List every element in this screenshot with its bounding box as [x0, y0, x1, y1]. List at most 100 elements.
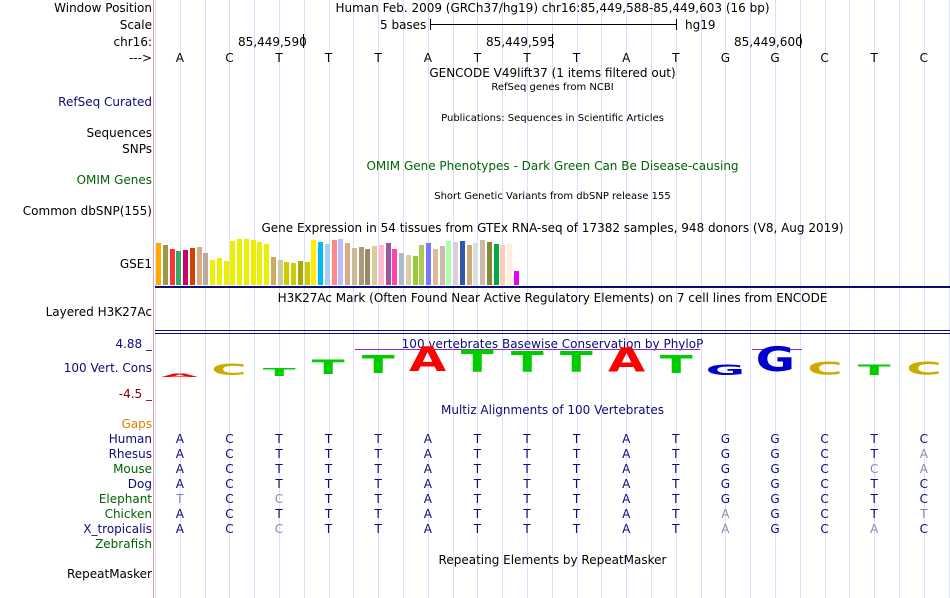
- gtex-tissue-bar[interactable]: [183, 250, 188, 285]
- multiz-base: A: [870, 522, 879, 536]
- gtex-tissue-bar[interactable]: [257, 242, 263, 285]
- gtex-tissue-bar[interactable]: [365, 249, 371, 285]
- omim-genes-label[interactable]: OMIM Genes: [76, 173, 152, 187]
- multiz-base: A: [622, 432, 631, 446]
- gtex-tissue-bar[interactable]: [453, 242, 458, 285]
- strand-arrow-label: --->: [128, 51, 152, 65]
- gtex-tissue-bar[interactable]: [250, 240, 256, 285]
- gtex-tissue-bar[interactable]: [466, 245, 472, 285]
- repeatmasker-label[interactable]: RepeatMasker: [66, 567, 152, 581]
- gtex-tissue-bar[interactable]: [270, 257, 276, 285]
- gtex-tissue-bar[interactable]: [176, 250, 182, 285]
- grid-line: [477, 0, 479, 598]
- gtex-tissue-bar[interactable]: [196, 247, 202, 285]
- gtex-tissue-bar[interactable]: [372, 245, 377, 285]
- gtex-tissue-bar[interactable]: [351, 248, 357, 285]
- multiz-species-label[interactable]: X_tropicalis: [83, 522, 152, 536]
- gtex-tissue-bar[interactable]: [311, 240, 317, 285]
- conservation-letter-glyph: T: [461, 344, 494, 381]
- multiz-base: T: [275, 432, 283, 446]
- multiz-species-label[interactable]: Mouse: [113, 462, 152, 476]
- multiz-species-label[interactable]: Elephant: [98, 492, 152, 506]
- grid-line: [452, 0, 454, 598]
- gtex-tissue-bar[interactable]: [291, 262, 296, 285]
- gtex-tissue-bar[interactable]: [473, 242, 479, 285]
- gtex-tissue-bar[interactable]: [264, 243, 269, 285]
- conservation-highlight-bar: [355, 349, 700, 350]
- gtex-tissue-bar[interactable]: [439, 245, 445, 285]
- gtex-tissue-bar[interactable]: [419, 245, 425, 285]
- gtex-tissue-bar[interactable]: [493, 243, 499, 285]
- gtex-tissue-bar[interactable]: [331, 240, 337, 285]
- multiz-base: C: [225, 507, 234, 521]
- gtex-tissue-bar[interactable]: [203, 252, 209, 285]
- gtex-tissue-bar[interactable]: [210, 259, 215, 285]
- gencode-track-title[interactable]: GENCODE V49lift37 (1 items filtered out): [429, 66, 676, 80]
- gtex-tissue-bar[interactable]: [189, 248, 195, 285]
- multiz-species-label[interactable]: Chicken: [104, 507, 152, 521]
- scale-bar-right-tick: [676, 19, 677, 30]
- sequence-base: T: [374, 51, 382, 65]
- gtex-tissue-bar[interactable]: [156, 242, 161, 285]
- multiz-species-label[interactable]: Dog: [127, 477, 152, 491]
- gtex-tissue-bar[interactable]: [426, 243, 431, 285]
- gtex-tissue-bar[interactable]: [486, 241, 492, 285]
- gtex-tissue-bar[interactable]: [412, 255, 418, 285]
- gtex-tissue-bar[interactable]: [432, 249, 438, 285]
- gtex-tissue-bar[interactable]: [324, 243, 330, 285]
- gtex-tissue-bar[interactable]: [500, 244, 506, 285]
- multiz-base: C: [820, 432, 829, 446]
- refseq-curated-label[interactable]: RefSeq Curated: [58, 95, 152, 109]
- gtex-tissue-bar[interactable]: [507, 243, 512, 285]
- snps-label[interactable]: SNPs: [122, 142, 152, 156]
- gtex-tissue-bar[interactable]: [304, 262, 310, 285]
- gtex-tissue-bar[interactable]: [216, 258, 222, 285]
- multiz-base: C: [919, 522, 928, 536]
- gtex-tissue-bar[interactable]: [297, 261, 303, 285]
- multiz-species-label[interactable]: Human: [108, 432, 152, 446]
- conservation-label[interactable]: 100 Vert. Cons: [63, 361, 152, 375]
- gtex-tissue-bar[interactable]: [446, 241, 452, 285]
- grid-line: [155, 0, 156, 598]
- ruler-tick-2: [552, 34, 553, 48]
- multiz-species-label[interactable]: Zebrafish: [95, 537, 152, 551]
- multiz-base: T: [176, 492, 184, 506]
- gtex-tissue-bar[interactable]: [405, 254, 411, 285]
- multiz-base: A: [175, 432, 184, 446]
- gtex-tissue-bar[interactable]: [385, 242, 391, 285]
- conservation-letter-glyph: T: [560, 346, 593, 380]
- gtex-tissue-bar[interactable]: [459, 240, 465, 285]
- gtex-tissue-bar[interactable]: [378, 244, 384, 285]
- gtex-expression-chart[interactable]: [156, 237, 536, 285]
- multiz-base: T: [523, 522, 531, 536]
- gtex-tissue-bar[interactable]: [338, 239, 344, 285]
- multiz-base: T: [374, 462, 382, 476]
- multiz-base: A: [175, 522, 184, 536]
- common-dbsnp-label[interactable]: Common dbSNP(155): [22, 204, 152, 218]
- gtex-tissue-bar[interactable]: [223, 261, 229, 285]
- gtex-tissue-bar[interactable]: [237, 239, 242, 285]
- gtex-tissue-bar[interactable]: [513, 271, 519, 285]
- gtex-tissue-bar[interactable]: [243, 239, 249, 285]
- gtex-tissue-bar[interactable]: [318, 242, 323, 285]
- gtex-tissue-bar[interactable]: [230, 241, 236, 285]
- gse1-label[interactable]: GSE1: [119, 257, 152, 271]
- sequences-label[interactable]: Sequences: [86, 126, 152, 140]
- gtex-tissue-bar[interactable]: [392, 249, 398, 285]
- gtex-tissue-bar[interactable]: [358, 247, 364, 285]
- gtex-tissue-bar[interactable]: [399, 252, 404, 285]
- gtex-tissue-bar[interactable]: [284, 262, 290, 285]
- multiz-base: C: [919, 492, 928, 506]
- gtex-tissue-bar[interactable]: [169, 249, 175, 285]
- layered-h3k27ac-label[interactable]: Layered H3K27Ac: [45, 305, 152, 319]
- gtex-tissue-bar[interactable]: [345, 242, 350, 285]
- gtex-tissue-bar[interactable]: [480, 240, 485, 285]
- sequence-base: T: [523, 51, 531, 65]
- multiz-base: A: [175, 477, 184, 491]
- sequence-base: T: [473, 51, 482, 65]
- gtex-tissue-bar[interactable]: [162, 244, 168, 285]
- gtex-tissue-bar[interactable]: [277, 259, 283, 285]
- multiz-species-label[interactable]: Rhesus: [108, 447, 152, 461]
- gaps-label[interactable]: Gaps: [121, 417, 152, 431]
